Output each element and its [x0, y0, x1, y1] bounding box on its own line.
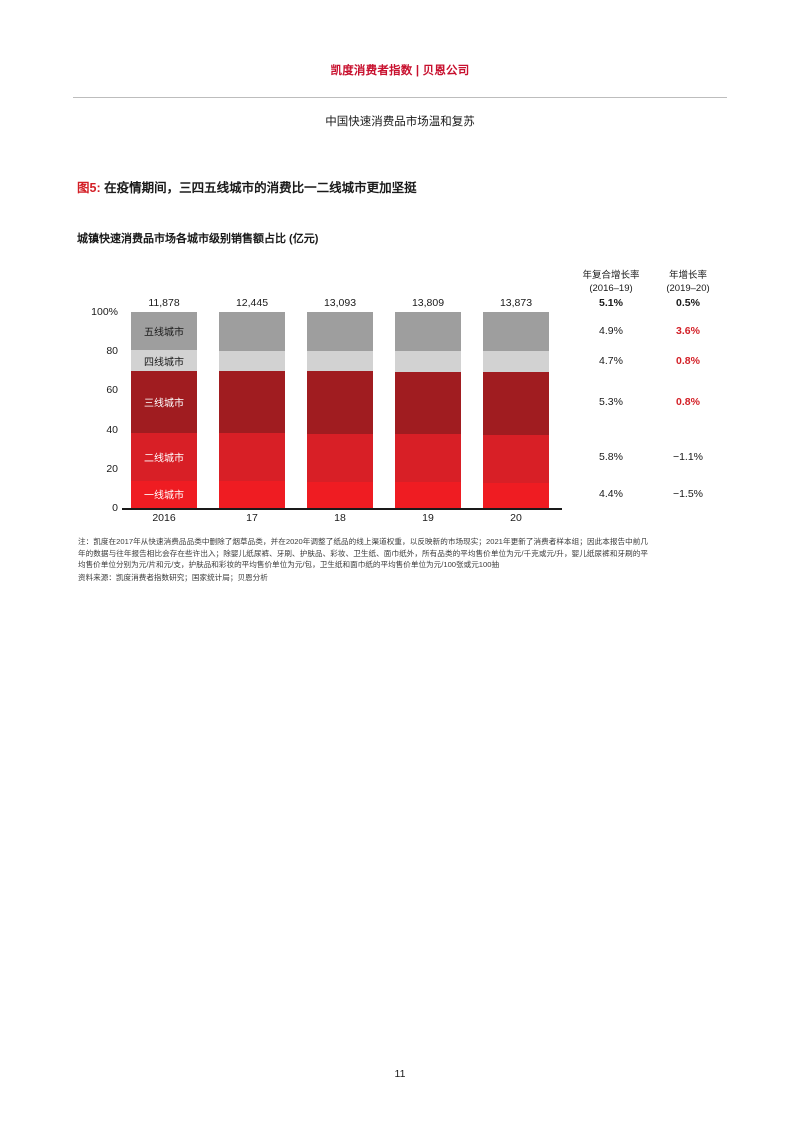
x-axis-label: 18	[334, 512, 346, 524]
yoy-value: −1.1%	[672, 450, 704, 463]
bar-segment[interactable]	[483, 351, 549, 372]
yoy-value: 0.8%	[676, 395, 700, 408]
footnotes: 注：凯度在2017年从快速消费品品类中删除了烟草品类，并在2020年调整了纸品的…	[78, 536, 648, 583]
y-axis-tick: 40	[106, 423, 118, 436]
x-axis-label: 19	[422, 512, 434, 524]
note-text: 注：凯度在2017年从快速消费品品类中删除了烟草品类，并在2020年调整了纸品的…	[78, 537, 648, 570]
bar-segment[interactable]	[483, 312, 549, 352]
yoy-value: 3.6%	[676, 325, 700, 338]
cagr-value: 4.4%	[599, 488, 623, 501]
y-axis-tick: 20	[106, 462, 118, 475]
bar-segment[interactable]	[219, 481, 285, 508]
bar-total-label: 12,445	[235, 297, 269, 309]
bar-segment[interactable]	[219, 433, 285, 482]
source-text: 资料来源：凯度消费者指数研究；国家统计局；贝恩分析	[78, 572, 268, 582]
bar-total-label: 13,093	[323, 297, 357, 309]
x-axis-label: 20	[510, 512, 522, 524]
yoy-value: 0.5%	[676, 297, 700, 309]
bar-segment[interactable]	[219, 312, 285, 351]
bar-segment[interactable]	[307, 350, 373, 372]
column-header-cagr: 年复合增长率 (2016–19)	[582, 270, 640, 294]
bar-total-label: 13,809	[411, 297, 445, 309]
bar-segment[interactable]	[307, 481, 373, 508]
bar-segment[interactable]	[483, 371, 549, 436]
bar-18[interactable]	[307, 312, 373, 508]
x-axis-label: 2016	[152, 512, 176, 524]
yoy-value: −1.5%	[672, 488, 704, 501]
cagr-value: 4.7%	[599, 354, 623, 367]
bar-segment[interactable]	[131, 350, 197, 371]
column-header-yoy: 年增长率 (2019–20)	[666, 270, 710, 294]
cagr-value: 4.9%	[599, 325, 623, 338]
page-number: 11	[394, 1068, 406, 1080]
bar-19[interactable]	[395, 312, 461, 508]
bar-segment[interactable]	[131, 312, 197, 351]
x-axis-label: 17	[246, 512, 258, 524]
bar-segment[interactable]	[395, 312, 461, 351]
bar-17[interactable]	[219, 312, 285, 508]
figure-caption: 在疫情期间，三四五线城市的消费比一二线城市更加坚挺	[104, 181, 417, 195]
bar-20[interactable]	[483, 312, 549, 508]
bar-segment[interactable]	[131, 370, 197, 433]
bar-2016[interactable]: 一线城市 二线城市 三线城市 四线城市 五线城市	[131, 312, 197, 508]
exhibit-heading: 图5: 在疫情期间，三四五线城市的消费比一二线城市更加坚挺	[77, 177, 417, 196]
bar-segment[interactable]	[483, 482, 549, 508]
running-head: 凯度消费者指数 | 贝恩公司	[330, 65, 470, 77]
bar-segment[interactable]	[219, 350, 285, 372]
bar-segment[interactable]	[395, 433, 461, 483]
chart-title: 城镇快速消费品市场各城市级别销售额占比 (亿元)	[77, 233, 319, 245]
bar-segment[interactable]	[307, 371, 373, 434]
y-axis-tick: 80	[106, 345, 118, 358]
cagr-value: 5.8%	[599, 450, 623, 463]
bar-total-label: 11,878	[148, 297, 180, 309]
cagr-value: 5.3%	[599, 395, 623, 408]
bar-segment[interactable]	[395, 371, 461, 434]
y-axis-tick: 0	[112, 502, 118, 514]
bar-segment[interactable]	[131, 480, 197, 508]
y-axis-tick: 60	[106, 384, 118, 397]
bar-total-label: 13,873	[499, 297, 533, 309]
bar-segment[interactable]	[219, 371, 285, 434]
bar-segment[interactable]	[395, 482, 461, 508]
bar-segment[interactable]	[483, 435, 549, 483]
x-axis-line	[122, 508, 562, 510]
bar-segment[interactable]	[395, 351, 461, 372]
y-axis-tick: 100%	[91, 306, 118, 318]
chapter-title: 中国快速消费品市场温和复苏	[325, 116, 475, 128]
bar-segment[interactable]	[307, 312, 373, 351]
bar-segment[interactable]	[131, 432, 197, 481]
bar-segment[interactable]	[307, 433, 373, 482]
header-divider	[73, 97, 727, 98]
figure-number: 图5:	[77, 181, 101, 195]
cagr-value: 5.1%	[599, 297, 623, 309]
yoy-value: 0.8%	[676, 354, 700, 367]
